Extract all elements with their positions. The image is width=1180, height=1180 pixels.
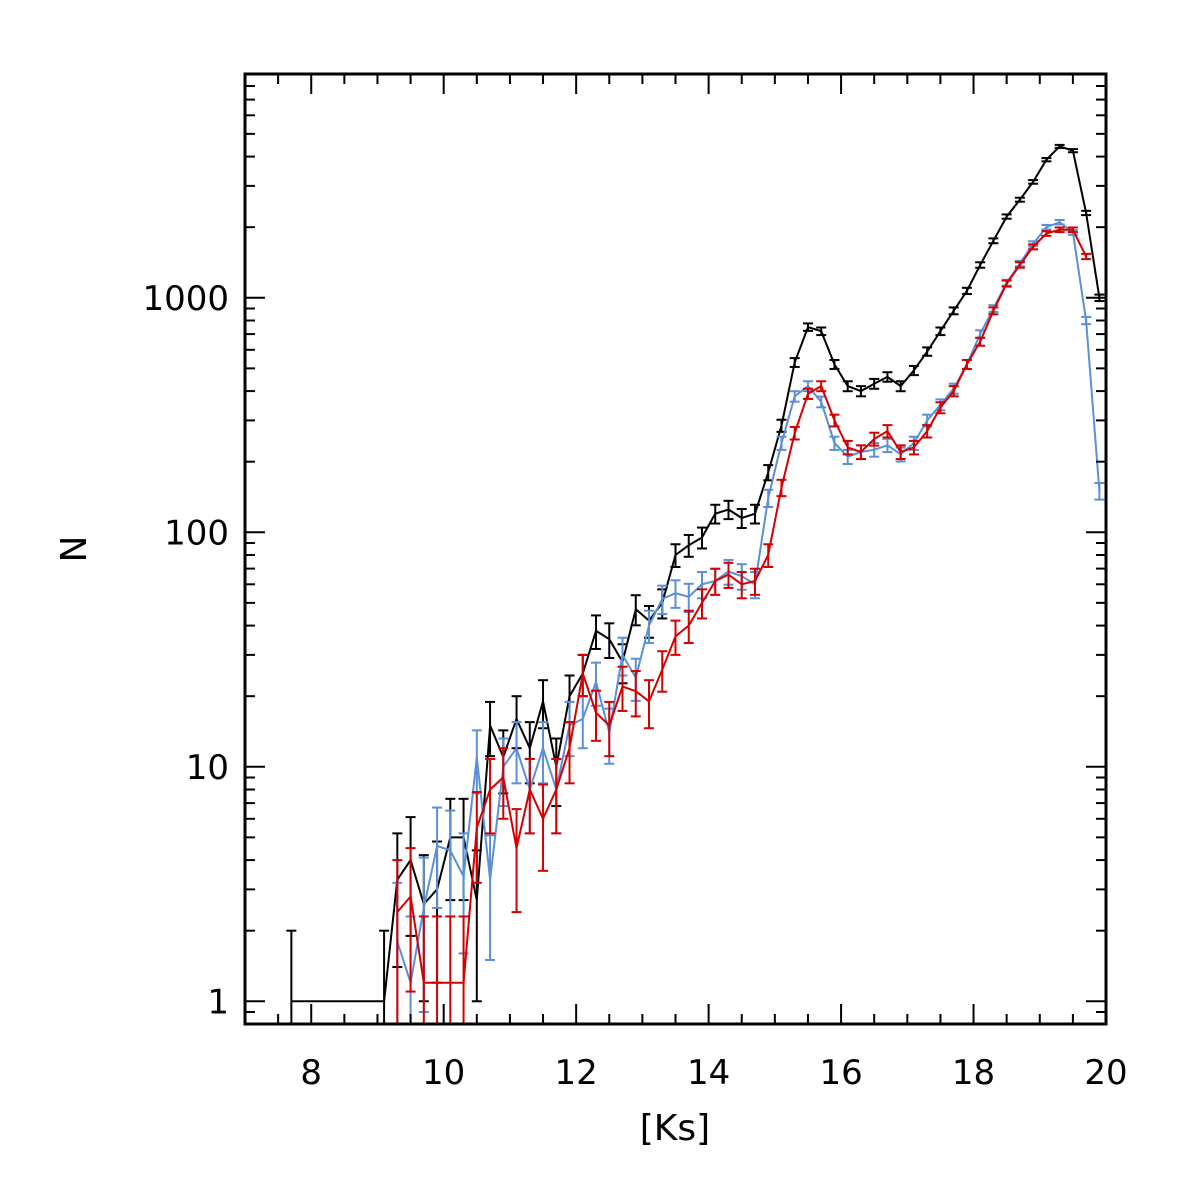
x-tick-label: 20 bbox=[1084, 1053, 1127, 1093]
y-tick-label: 10 bbox=[186, 748, 229, 788]
series-line bbox=[396, 228, 1087, 984]
series-line bbox=[291, 145, 1101, 1003]
y-tick-label: 100 bbox=[164, 513, 229, 553]
x-tick-label: 14 bbox=[687, 1053, 730, 1093]
series-2 bbox=[392, 219, 1105, 1024]
x-axis-label: [Ks] bbox=[640, 1108, 710, 1149]
series-1 bbox=[286, 143, 1105, 1024]
x-tick-label: 12 bbox=[555, 1053, 598, 1093]
x-tick-label: 10 bbox=[422, 1053, 465, 1093]
x-tick-label: 18 bbox=[952, 1053, 995, 1093]
series-layer bbox=[286, 143, 1105, 1024]
ticks-layer: 8 10 12 14 16 18 20 1 10 100 1000 bbox=[142, 73, 1128, 1093]
x-tick-label: 16 bbox=[819, 1053, 862, 1093]
y-tick-label: 1000 bbox=[142, 279, 229, 319]
series-line bbox=[396, 221, 1101, 984]
y-axis-label: N bbox=[54, 536, 95, 563]
series-3 bbox=[392, 226, 1092, 1024]
x-tick-label: 8 bbox=[300, 1053, 322, 1093]
y-tick-label: 1 bbox=[207, 982, 229, 1022]
